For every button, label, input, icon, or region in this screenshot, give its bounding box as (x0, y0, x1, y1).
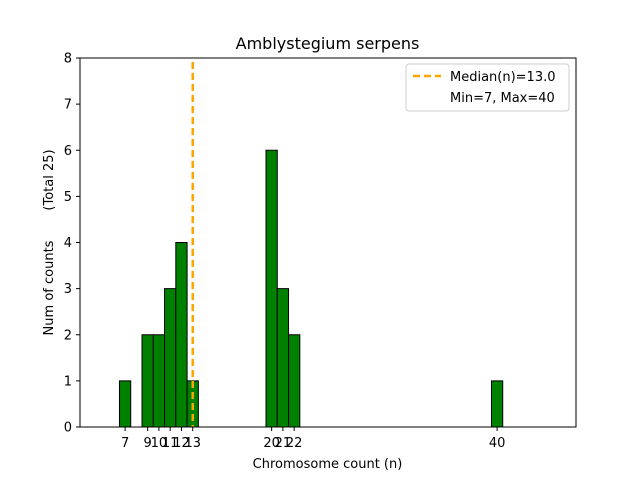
bar-22 (288, 334, 301, 428)
x-axis-label: Chromosome count (n) (253, 457, 403, 472)
x-tick-label: 11 (162, 436, 179, 451)
x-tick-label: 40 (489, 436, 506, 451)
bar-9 (141, 334, 154, 428)
legend-range-label: Min=7, Max=40 (450, 91, 555, 106)
y-tick-label: 1 (64, 374, 72, 389)
y-axis-label-total: (Total 25) (42, 149, 57, 210)
x-tick-label: 7 (121, 436, 129, 451)
legend: Median(n)=13.0 Min=7, Max=40 (405, 63, 570, 112)
y-axis-label: Num of counts (42, 240, 57, 335)
bar-40 (490, 380, 504, 428)
x-tick-label: 12 (173, 436, 190, 451)
y-tick-label: 3 (64, 282, 72, 297)
bar-7 (118, 380, 132, 428)
y-tick-label: 5 (64, 190, 72, 205)
y-tick-label: 0 (64, 421, 72, 436)
bars-group (118, 149, 504, 428)
bar-20 (265, 149, 278, 428)
y-tick-label: 8 (64, 52, 72, 67)
x-tick-label: 9 (143, 436, 151, 451)
y-tick-label: 6 (64, 144, 72, 159)
bar-12 (175, 242, 188, 428)
plot-frame (79, 57, 577, 428)
x-tick-label: 22 (286, 436, 303, 451)
x-tick-label: 20 (263, 436, 280, 451)
y-axis-ticks: 0 1 2 3 4 5 6 7 8 (64, 52, 80, 436)
y-tick-label: 7 (64, 98, 72, 113)
bar-10 (152, 334, 166, 428)
bar-11 (164, 288, 177, 428)
legend-box (405, 63, 570, 112)
legend-median-label: Median(n)=13.0 (450, 70, 556, 85)
bar-21 (276, 288, 290, 428)
x-tick-label: 13 (184, 436, 201, 451)
x-tick-label: 10 (151, 436, 168, 451)
chart-title: Amblystegium serpens (236, 34, 420, 53)
y-tick-label: 4 (64, 236, 72, 251)
y-tick-label: 2 (64, 328, 72, 343)
x-tick-label: 21 (275, 436, 292, 451)
